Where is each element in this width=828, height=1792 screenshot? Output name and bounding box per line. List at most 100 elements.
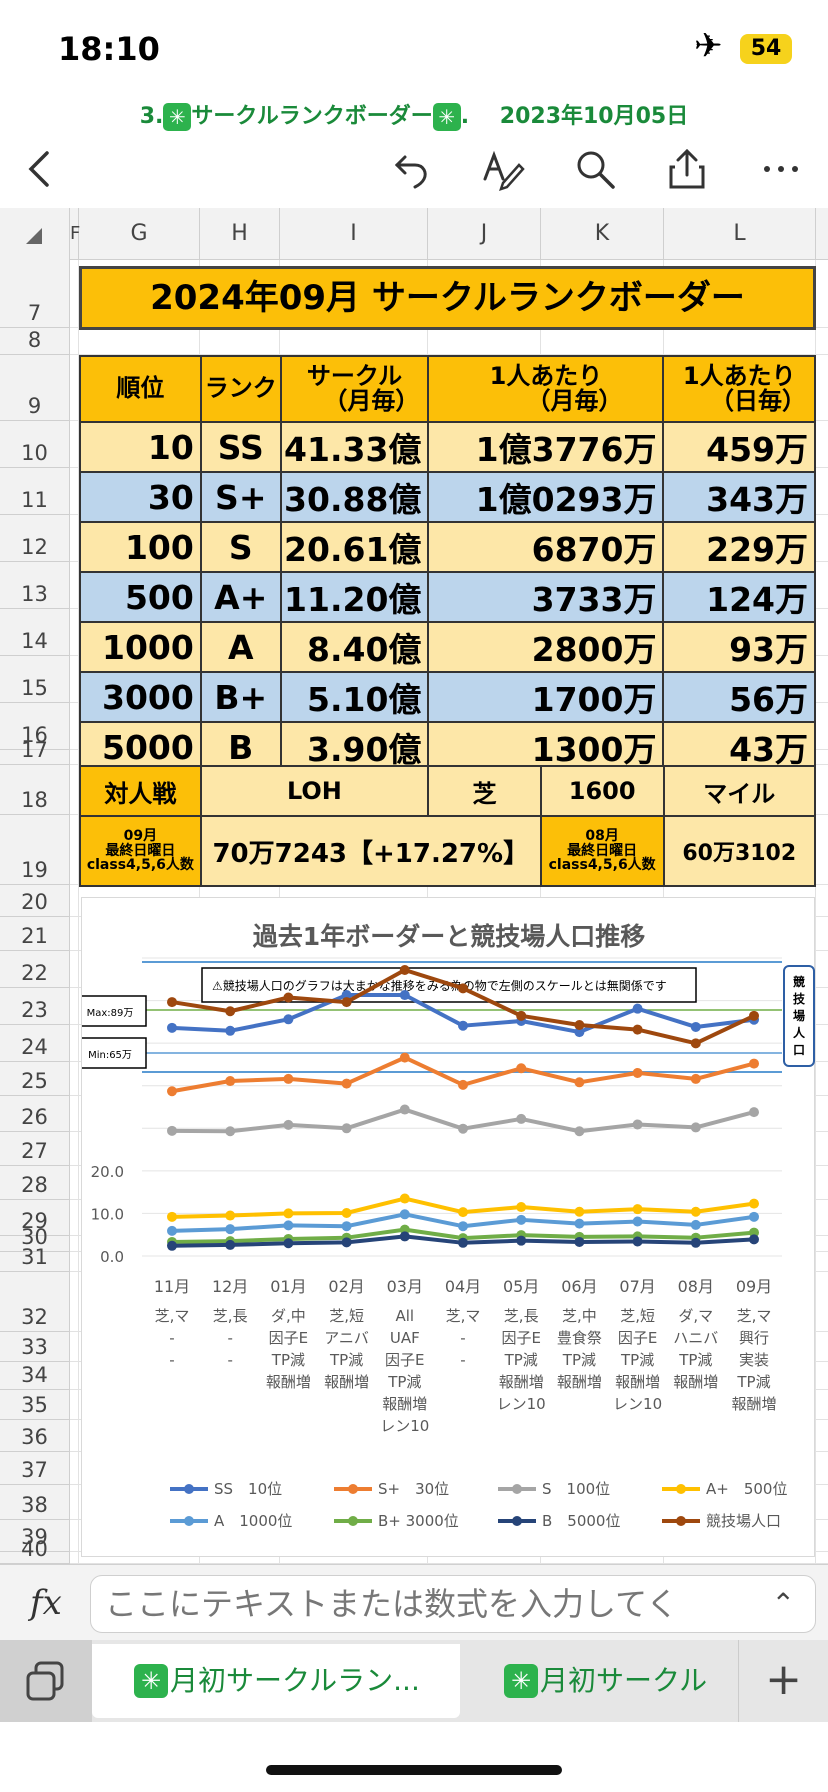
cell-tier[interactable]: SS: [199, 421, 282, 473]
row-header[interactable]: 27: [0, 1132, 70, 1166]
cell-per-person-daily[interactable]: 124万: [662, 571, 816, 623]
row-header[interactable]: 23: [0, 988, 70, 1025]
cell-rank[interactable]: 10: [79, 421, 202, 473]
cell-rank[interactable]: 30: [79, 471, 202, 523]
cell-per-person-monthly[interactable]: 1700万: [427, 671, 665, 723]
sheet-tab-active[interactable]: ✳ 月初サークルラン...: [92, 1644, 460, 1718]
cell-per-person-monthly[interactable]: 1億0293万: [427, 471, 665, 523]
column-header-k[interactable]: K: [541, 208, 664, 260]
more-button[interactable]: [756, 144, 806, 194]
cell-rank[interactable]: 500: [79, 571, 202, 623]
row-header[interactable]: 34: [0, 1362, 70, 1390]
chevron-up-icon[interactable]: ⌃: [771, 1587, 795, 1620]
row-header[interactable]: 29: [0, 1200, 70, 1236]
row-header[interactable]: 7: [0, 258, 70, 328]
cell-circle-monthly[interactable]: 30.88億: [279, 471, 430, 523]
cell-per-person-daily[interactable]: 56万: [662, 671, 816, 723]
row-header[interactable]: 37: [0, 1452, 70, 1485]
header-circle[interactable]: サークル （月毎）: [279, 355, 430, 423]
document-title[interactable]: 3. ✳ サークルランクボーダー ✳. 2023年10月05日: [0, 98, 828, 131]
cell-per-person-monthly[interactable]: 2800万: [427, 621, 665, 673]
formula-input[interactable]: ここにテキストまたは数式を入力してく ⌃: [90, 1575, 816, 1633]
cell-per-person-monthly[interactable]: 1300万: [427, 721, 665, 773]
pvp-distance-cell[interactable]: 1600: [539, 765, 665, 817]
row-header[interactable]: 28: [0, 1166, 70, 1200]
column-header-j[interactable]: J: [428, 208, 541, 260]
prev-month-label-cell[interactable]: 08月 最終日曜日 class4,5,6人数: [539, 815, 665, 887]
undo-button[interactable]: [388, 144, 438, 194]
line-chart[interactable]: 過去1年ボーダーと競技場人口推移 0.0 10.0 20.0 ⚠競技場人口のグラフは大ま…: [81, 897, 815, 1557]
header-tier[interactable]: ランク: [199, 355, 282, 423]
cell-tier[interactable]: B: [199, 721, 282, 773]
row-header[interactable]: 18: [0, 765, 70, 815]
cell-circle-monthly[interactable]: 11.20億: [279, 571, 430, 623]
row-header[interactable]: 14: [0, 609, 70, 656]
row-header[interactable]: 8: [0, 328, 70, 355]
row-header[interactable]: 24: [0, 1025, 70, 1062]
cell-per-person-daily[interactable]: 229万: [662, 521, 816, 573]
row-header[interactable]: 12: [0, 515, 70, 562]
cell-tier[interactable]: B+: [199, 671, 282, 723]
row-header[interactable]: 36: [0, 1420, 70, 1452]
row-header[interactable]: 39: [0, 1520, 70, 1552]
column-header-i[interactable]: I: [280, 208, 428, 260]
sheet-banner[interactable]: 2024年09月 サークルランクボーダー: [79, 266, 816, 330]
header-per-day[interactable]: 1人あたり （日毎）: [662, 355, 816, 423]
row-header[interactable]: 26: [0, 1096, 70, 1132]
row-header[interactable]: 15: [0, 656, 70, 703]
pvp-label-cell[interactable]: 対人戦: [79, 765, 202, 817]
cell-rank[interactable]: 3000: [79, 671, 202, 723]
back-button[interactable]: [16, 144, 66, 194]
row-header[interactable]: 32: [0, 1272, 70, 1332]
row-header[interactable]: 20: [0, 885, 70, 917]
cell-tier[interactable]: S+: [199, 471, 282, 523]
column-header-h[interactable]: H: [200, 208, 280, 260]
current-population-cell[interactable]: 70万7243【+17.27%】: [199, 815, 542, 887]
column-header-g[interactable]: G: [79, 208, 200, 260]
header-rank[interactable]: 順位: [79, 355, 202, 423]
row-header[interactable]: 33: [0, 1332, 70, 1362]
row-header[interactable]: 11: [0, 468, 70, 515]
cell-per-person-daily[interactable]: 343万: [662, 471, 816, 523]
row-header[interactable]: 19: [0, 815, 70, 885]
sheets-list-button[interactable]: [0, 1640, 92, 1722]
current-month-label-cell[interactable]: 09月 最終日曜日 class4,5,6人数: [79, 815, 202, 887]
cell-rank[interactable]: 1000: [79, 621, 202, 673]
row-header[interactable]: 40: [0, 1537, 70, 1564]
cell-rank[interactable]: 100: [79, 521, 202, 573]
row-header[interactable]: 35: [0, 1390, 70, 1420]
row-header[interactable]: 21: [0, 917, 70, 951]
select-all-corner[interactable]: [0, 208, 70, 260]
cell-circle-monthly[interactable]: 20.61億: [279, 521, 430, 573]
header-per-month[interactable]: 1人あたり （月毎）: [427, 355, 665, 423]
cell-tier[interactable]: S: [199, 521, 282, 573]
row-header[interactable]: 38: [0, 1485, 70, 1520]
cell-per-person-monthly[interactable]: 6870万: [427, 521, 665, 573]
cell-circle-monthly[interactable]: 3.90億: [279, 721, 430, 773]
share-button[interactable]: [662, 144, 712, 194]
column-header-f[interactable]: F: [70, 208, 80, 260]
sheet-tab[interactable]: ✳ 月初サークル: [462, 1644, 738, 1718]
cell-circle-monthly[interactable]: 41.33億: [279, 421, 430, 473]
row-header[interactable]: 13: [0, 562, 70, 609]
cell-per-person-daily[interactable]: 459万: [662, 421, 816, 473]
cell-tier[interactable]: A+: [199, 571, 282, 623]
cell-rank[interactable]: 5000: [79, 721, 202, 773]
cell-tier[interactable]: A: [199, 621, 282, 673]
add-sheet-button[interactable]: +: [738, 1640, 828, 1722]
pvp-surface-cell[interactable]: 芝: [427, 765, 542, 817]
cell-circle-monthly[interactable]: 8.40億: [279, 621, 430, 673]
row-header[interactable]: 30: [0, 1225, 70, 1252]
row-header[interactable]: 9: [0, 355, 70, 421]
row-header[interactable]: 25: [0, 1062, 70, 1096]
search-button[interactable]: [570, 144, 620, 194]
cell-per-person-daily[interactable]: 93万: [662, 621, 816, 673]
row-header[interactable]: 16: [0, 703, 70, 750]
prev-population-cell[interactable]: 60万3102: [662, 815, 817, 887]
cell-per-person-monthly[interactable]: 3733万: [427, 571, 665, 623]
cell-per-person-monthly[interactable]: 1億3776万: [427, 421, 665, 473]
row-header[interactable]: 31: [0, 1245, 70, 1272]
pvp-event-cell[interactable]: LOH: [199, 765, 430, 817]
cell-per-person-daily[interactable]: 43万: [662, 721, 816, 773]
column-header-l[interactable]: L: [664, 208, 816, 260]
